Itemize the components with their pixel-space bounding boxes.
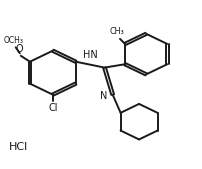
Text: N: N bbox=[100, 91, 107, 101]
Text: HN: HN bbox=[82, 50, 97, 61]
Text: OCH₃: OCH₃ bbox=[4, 36, 24, 45]
Text: O: O bbox=[16, 44, 23, 54]
Text: CH₃: CH₃ bbox=[109, 27, 124, 36]
Text: Cl: Cl bbox=[48, 103, 57, 113]
Text: HCl: HCl bbox=[9, 142, 28, 152]
